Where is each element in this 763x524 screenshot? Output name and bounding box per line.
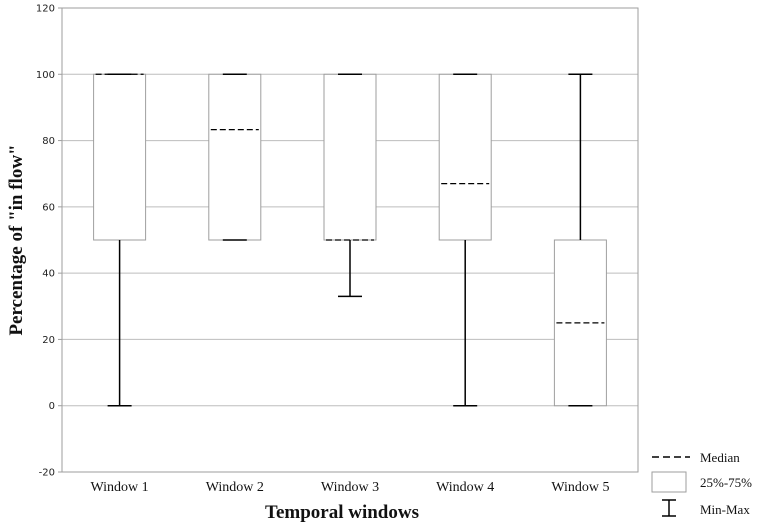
y-tick-label: 100	[36, 70, 55, 81]
x-axis-category-labels: Window 1 Window 2 Window 3 Window 4 Window 5	[91, 480, 610, 495]
x-category-label: Window 4	[436, 480, 494, 495]
box-1	[93, 73, 147, 407]
box-3	[323, 73, 377, 298]
box-4	[438, 73, 492, 407]
x-axis-title: Temporal windows	[265, 502, 419, 523]
iqr-box	[438, 73, 492, 241]
y-tick-label: -20	[39, 468, 55, 479]
y-tick-label: 0	[49, 401, 55, 412]
iqr-box	[323, 73, 377, 241]
x-category-label: Window 2	[206, 480, 264, 495]
iqr-box	[93, 73, 147, 241]
legend-median-label: Median	[700, 450, 740, 465]
x-category-label: Window 5	[551, 480, 609, 495]
y-axis-title: Percentage of "in flow"	[6, 144, 27, 335]
y-tick-label: 120	[36, 4, 55, 15]
box-5	[553, 73, 607, 407]
box-2	[208, 73, 262, 241]
y-tick-label: 40	[42, 269, 55, 280]
y-tick-label: 80	[42, 136, 55, 147]
plot-area-frame	[61, 7, 639, 473]
legend-box-swatch	[651, 471, 687, 493]
y-tick-label: 60	[42, 202, 55, 213]
x-category-label: Window 3	[321, 480, 379, 495]
legend-iqr-label: 25%-75%	[700, 475, 752, 490]
iqr-box	[208, 73, 262, 241]
legend-whisker-swatch	[662, 499, 676, 517]
boxes	[93, 73, 607, 407]
y-axis-ticks: -20 0 20 40 60 80 100 120	[36, 4, 62, 479]
x-category-label: Window 1	[91, 480, 149, 495]
legend: Median 25%-75% Min-Max	[651, 450, 752, 517]
y-tick-label: 20	[42, 335, 55, 346]
legend-minmax-label: Min-Max	[700, 502, 750, 517]
